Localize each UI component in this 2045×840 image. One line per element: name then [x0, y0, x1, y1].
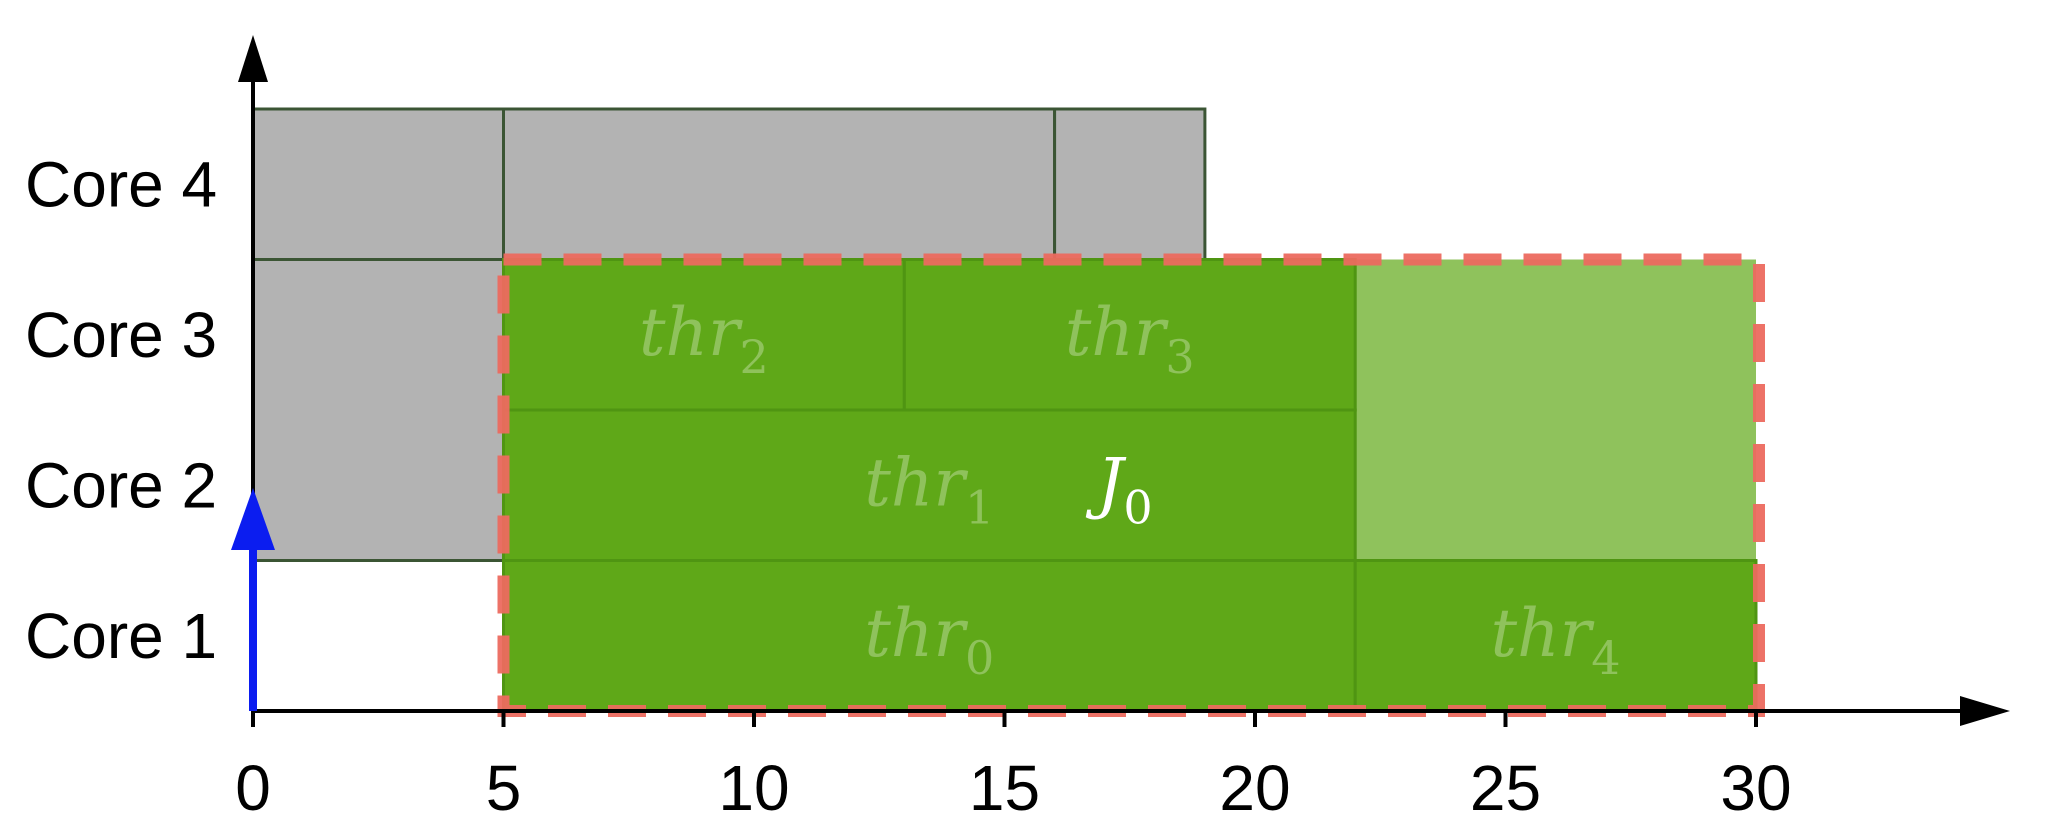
idle-reserved-block — [1355, 259, 1756, 561]
core-label-4: Core 4 — [25, 148, 217, 220]
thread-label-4: thr4 — [1491, 595, 1621, 685]
job-outline — [497, 253, 1765, 717]
x-tick-label: 30 — [1720, 752, 1791, 824]
core-labels: Core 1 Core 2 Core 3 Core 4 — [25, 148, 217, 672]
x-tick-label: 0 — [235, 752, 271, 824]
core-label-2: Core 2 — [25, 449, 217, 521]
background-block — [1053, 107, 1207, 261]
background-block — [251, 107, 505, 261]
x-tick-label: 5 — [486, 752, 522, 824]
reserved-idle-area — [1355, 259, 1756, 561]
thread-label-0: thr0 — [864, 595, 994, 685]
release-arrow-head — [231, 488, 275, 550]
x-ticks: 0 5 10 15 20 25 30 — [235, 711, 1792, 824]
release-arrow — [231, 488, 275, 711]
thread-block-0 — [502, 559, 1357, 713]
background-block — [251, 258, 505, 562]
core-label-3: Core 3 — [25, 299, 217, 371]
x-tick-label: 15 — [969, 752, 1040, 824]
core-label-1: Core 1 — [25, 600, 217, 672]
thread-blocks — [502, 258, 1758, 713]
background-blocks — [251, 107, 1207, 562]
thread-label-1: thr1 — [864, 444, 994, 534]
thread-label-3: thr3 — [1065, 294, 1195, 384]
thread-block-1 — [502, 408, 1357, 562]
x-tick-label: 10 — [718, 752, 789, 824]
thread-block-3 — [902, 258, 1357, 412]
x-tick-label: 25 — [1470, 752, 1541, 824]
x-tick-label: 20 — [1219, 752, 1290, 824]
y-axis-arrowhead — [238, 35, 268, 82]
thread-block-2 — [502, 258, 906, 412]
background-block — [502, 107, 1057, 261]
x-axis-arrowhead — [1960, 696, 2010, 726]
thread-label-2: thr2 — [639, 294, 769, 384]
job-dashed-border — [497, 253, 1765, 717]
